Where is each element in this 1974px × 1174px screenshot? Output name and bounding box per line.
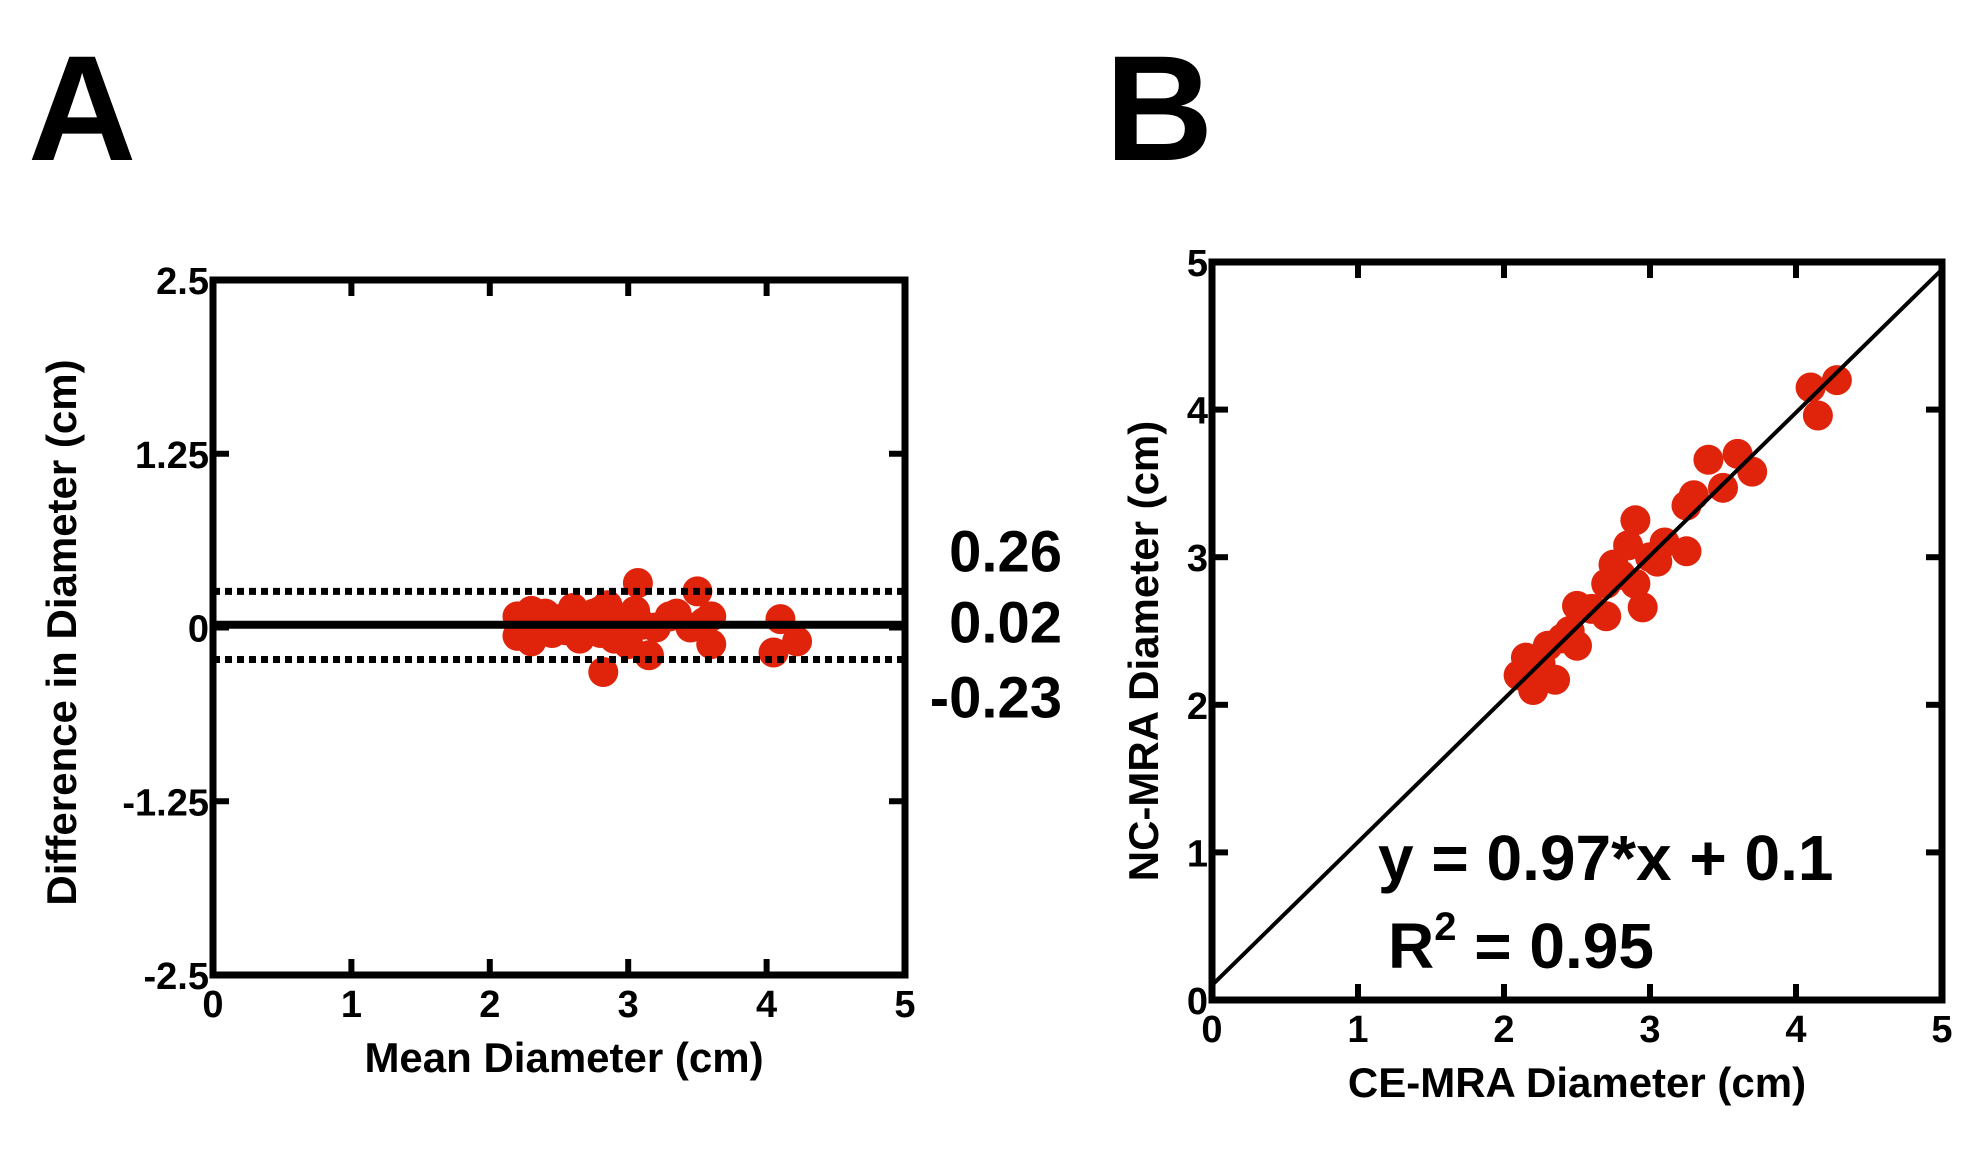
panel-b-y-axis-label: NC-MRA Diameter (cm) xyxy=(1120,421,1167,882)
y-tick-label: 2.5 xyxy=(156,261,209,303)
data-point xyxy=(782,626,813,657)
data-point xyxy=(1795,372,1826,403)
x-tick-label: 0 xyxy=(202,984,223,1026)
data-point xyxy=(1613,530,1644,561)
panel-b-y-tick-labels: 0 1 2 3 4 5 xyxy=(1187,243,1208,1023)
y-tick-label: 2 xyxy=(1187,686,1208,728)
panel-a-ticks xyxy=(210,277,908,978)
r2-prefix: R xyxy=(1388,910,1434,982)
data-point xyxy=(1671,536,1702,567)
panel-a-bland-altman: 0 1 2 3 4 5 -2.5 -1.25 0 1.25 2.5 0.26 0.02 -0.23 M… xyxy=(38,261,1062,1081)
panel-b-fit-line xyxy=(1210,267,1944,987)
x-tick-label: 2 xyxy=(479,984,500,1026)
x-tick-label: 5 xyxy=(1931,1009,1952,1051)
panel-letter-a: A xyxy=(28,24,136,192)
x-tick-label: 4 xyxy=(1785,1009,1806,1051)
data-point xyxy=(588,656,619,687)
panel-b-points xyxy=(1503,365,1852,706)
panel-letter-b: B xyxy=(1105,24,1213,192)
r2-exponent: 2 xyxy=(1434,905,1456,949)
panel-b-ticks xyxy=(1209,259,1945,1003)
panel-a-y-tick-labels: -2.5 -1.25 0 1.25 2.5 xyxy=(122,261,209,998)
panel-b-x-tick-labels: 0 1 2 3 4 5 xyxy=(1201,1009,1952,1051)
x-tick-label: 1 xyxy=(1347,1009,1368,1051)
reference-label-mean-bias: 0.02 xyxy=(949,591,1062,656)
panel-a-reference-lines xyxy=(213,587,905,663)
panel-b-r-squared: R2 = 0.95 xyxy=(1388,905,1654,982)
data-point xyxy=(1591,601,1622,632)
x-tick-label: 3 xyxy=(618,984,639,1026)
data-point xyxy=(1562,630,1592,661)
x-tick-label: 2 xyxy=(1493,1009,1514,1051)
data-point xyxy=(1693,444,1724,475)
y-tick-label: 1 xyxy=(1187,833,1208,875)
r2-value: = 0.95 xyxy=(1456,910,1654,982)
x-tick-label: 1 xyxy=(341,984,362,1026)
x-tick-label: 0 xyxy=(1201,1009,1222,1051)
y-tick-label: -1.25 xyxy=(122,782,209,824)
reference-label-lower-limit: -0.23 xyxy=(930,665,1062,730)
panel-b-axes-frame xyxy=(1208,258,1946,1004)
data-point xyxy=(1708,472,1738,503)
y-tick-label: 1.25 xyxy=(135,435,209,477)
x-tick-label: 4 xyxy=(756,984,777,1026)
data-point xyxy=(1627,592,1658,623)
y-tick-label: -2.5 xyxy=(144,956,209,998)
x-tick-label: 5 xyxy=(894,984,915,1026)
y-tick-label: 3 xyxy=(1187,538,1208,580)
data-point xyxy=(696,629,727,660)
panel-a-x-tick-labels: 0 1 2 3 4 5 xyxy=(202,984,915,1026)
panel-a-y-axis-label: Difference in Diameter (cm) xyxy=(38,359,85,905)
y-tick-label: 4 xyxy=(1187,391,1208,433)
y-tick-label: 0 xyxy=(188,609,209,651)
data-point xyxy=(1821,365,1852,396)
reference-label-upper-limit: 0.26 xyxy=(949,519,1062,584)
data-point xyxy=(633,640,664,671)
data-point xyxy=(1737,456,1768,487)
y-tick-label: 0 xyxy=(1187,981,1208,1023)
x-tick-label: 3 xyxy=(1639,1009,1660,1051)
data-point xyxy=(1678,480,1709,511)
panel-a-x-axis-label: Mean Diameter (cm) xyxy=(364,1034,763,1081)
y-tick-label: 5 xyxy=(1187,243,1208,285)
data-point xyxy=(1540,664,1571,695)
data-point xyxy=(1802,400,1833,431)
panel-b-x-axis-label: CE-MRA Diameter (cm) xyxy=(1348,1059,1806,1106)
panel-b-equation: y = 0.97*x + 0.1 xyxy=(1378,822,1834,894)
panel-a-reference-labels: 0.26 0.02 -0.23 xyxy=(930,519,1062,730)
data-point xyxy=(1620,505,1651,536)
